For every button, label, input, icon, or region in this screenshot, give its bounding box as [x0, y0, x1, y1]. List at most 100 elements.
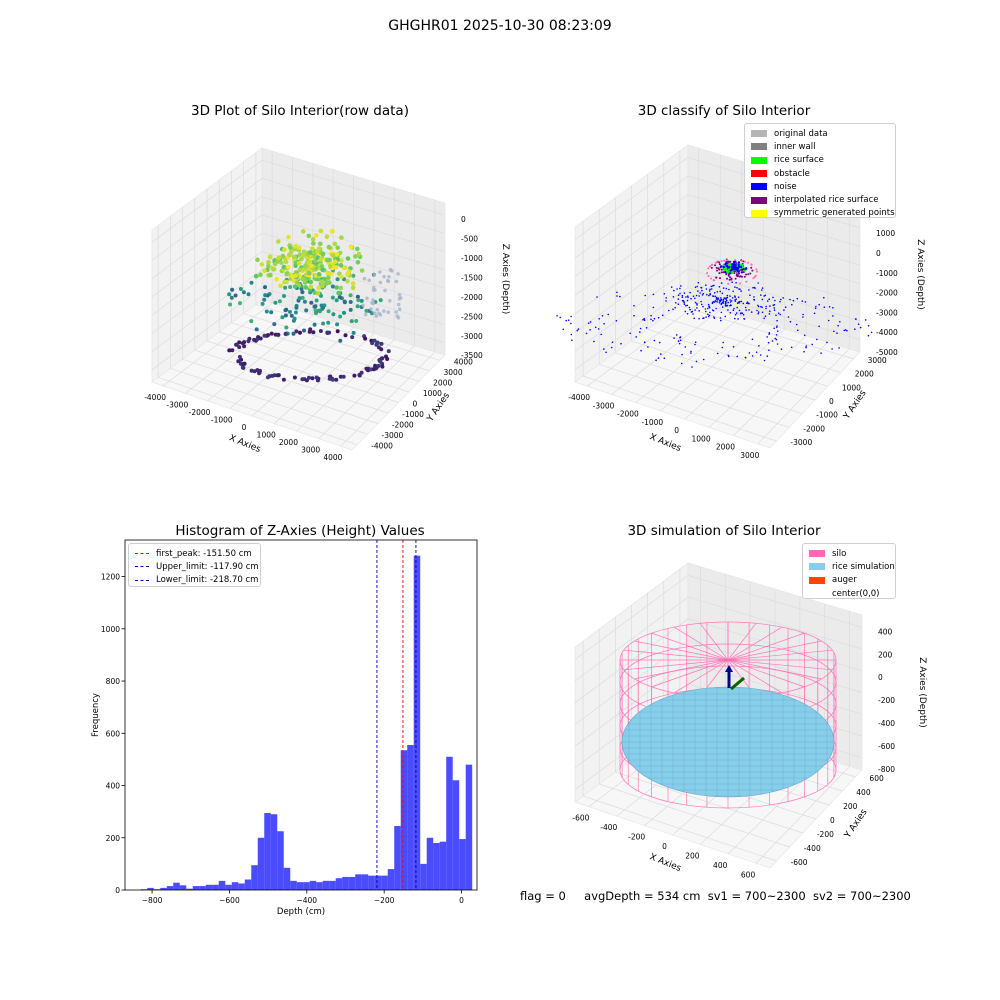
data-point	[334, 285, 339, 290]
noise-point	[695, 360, 698, 363]
data-point	[387, 275, 391, 279]
legend-swatch	[751, 130, 767, 138]
y-tick-label: -1000	[816, 411, 838, 420]
y-tick-label: -1000	[402, 410, 424, 419]
noise-point	[571, 339, 573, 342]
noise-point	[745, 309, 747, 311]
x-tick-label: 600	[741, 870, 756, 879]
data-point	[282, 294, 286, 298]
z-gridline	[574, 231, 861, 315]
noise-point	[722, 341, 724, 344]
noise-point	[736, 302, 739, 305]
noise-point	[757, 312, 759, 315]
noise-point	[660, 353, 662, 355]
interpolated-point	[727, 260, 730, 263]
noise-point	[846, 329, 848, 332]
interpolated-point	[722, 271, 725, 274]
data-point	[350, 281, 356, 286]
data-point	[378, 280, 383, 285]
data-point	[241, 290, 246, 295]
x-tick-label: -4000	[144, 393, 166, 402]
data-point	[378, 298, 383, 303]
data-point	[289, 313, 294, 318]
noise-point	[768, 333, 770, 335]
data-point	[310, 237, 316, 242]
data-point	[355, 260, 361, 265]
histogram-bar	[452, 780, 460, 890]
noise-point	[679, 292, 681, 295]
noise-point	[769, 310, 771, 313]
x-tick-label: 4000	[323, 453, 342, 462]
noise-point	[760, 294, 762, 296]
histogram-bar	[244, 879, 252, 890]
noise-point	[802, 313, 804, 316]
z-tick-label: -1000	[876, 269, 898, 278]
data-point	[350, 335, 355, 340]
histogram-bar	[335, 878, 343, 890]
noise-point	[795, 323, 798, 326]
noise-point	[727, 301, 729, 304]
noise-point	[677, 294, 680, 297]
histogram-bar	[361, 874, 369, 890]
silo-roof-rib	[673, 659, 729, 694]
surface-point	[707, 267, 710, 270]
data-point	[316, 272, 322, 277]
data-point	[339, 274, 344, 280]
noise-point	[597, 328, 600, 330]
noise-point	[697, 290, 699, 292]
x-axis-label: Depth (cm)	[277, 907, 325, 917]
data-point	[334, 298, 339, 303]
data-point	[370, 341, 375, 346]
data-point	[386, 349, 391, 354]
z-axis-label: Z Axies (Depth)	[915, 239, 925, 310]
z-gridline	[151, 232, 446, 316]
data-point	[320, 283, 325, 289]
noise-point	[721, 346, 724, 349]
surface-point	[707, 275, 710, 278]
data-point	[345, 278, 350, 284]
data-point	[281, 377, 286, 382]
legend-label: Upper_limit: -117.90 cm	[156, 561, 259, 572]
data-point	[300, 377, 305, 382]
data-point	[319, 293, 323, 298]
noise-point	[713, 301, 716, 303]
noise-point	[741, 312, 744, 315]
noise-point	[653, 317, 656, 320]
silo-roof-rib	[623, 649, 729, 661]
noise-point	[801, 300, 804, 302]
noise-point	[675, 334, 678, 336]
x-tick-label: −600	[219, 896, 240, 905]
z-tick-label: -2500	[461, 312, 483, 321]
silo-roof-rib	[651, 659, 729, 688]
data-point	[286, 264, 291, 270]
data-point	[296, 260, 302, 266]
data-point	[293, 244, 299, 249]
y-tick-label: -2000	[803, 424, 825, 433]
noise-point	[776, 343, 779, 345]
z-tick-label: -3000	[461, 332, 483, 341]
z-gridline	[151, 214, 446, 298]
noise-point	[556, 315, 558, 317]
noise-point	[708, 294, 710, 297]
data-point	[333, 265, 339, 270]
data-point	[283, 313, 288, 318]
surface-point	[743, 260, 746, 263]
data-point	[343, 333, 348, 338]
data-point	[237, 345, 242, 350]
histogram-bar	[374, 875, 382, 890]
y-gridline	[231, 322, 420, 382]
noise-point	[681, 294, 684, 297]
interpolated-point	[738, 275, 741, 278]
silo-roof-rib	[634, 659, 729, 680]
data-point	[284, 307, 289, 312]
noise-point	[737, 318, 739, 320]
z-tick-label: 0	[461, 215, 466, 224]
noise-point	[570, 322, 572, 325]
data-point	[269, 310, 274, 315]
x-tick-label: 0	[674, 426, 679, 435]
noise-point	[673, 337, 675, 339]
y-tick-label: 400	[856, 788, 871, 797]
noise-point	[677, 298, 680, 300]
noise-point	[767, 341, 770, 344]
data-point	[287, 252, 292, 258]
